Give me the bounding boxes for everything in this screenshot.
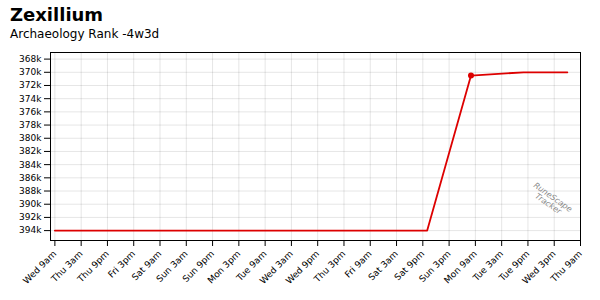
svg-text:Thu 3am: Thu 3am xyxy=(49,248,85,284)
svg-text:372k: 372k xyxy=(19,80,42,90)
svg-text:370k: 370k xyxy=(19,67,42,77)
html-text:Archaeology Rank -4w3d: Archaeology Rank -4w3d xyxy=(10,27,160,41)
svg-text:Sat 9pm: Sat 9pm xyxy=(392,248,427,283)
svg-text:Mon 3pm: Mon 3pm xyxy=(205,249,242,286)
svg-text:Tue 3am: Tue 3am xyxy=(471,248,506,283)
svg-text:394k: 394k xyxy=(19,225,42,235)
svg-text:382k: 382k xyxy=(19,146,42,156)
svg-text:374k: 374k xyxy=(19,94,42,104)
svg-text:Sat 9am: Sat 9am xyxy=(129,248,164,283)
svg-text:Thu 9am: Thu 9am xyxy=(548,249,584,285)
svg-text:Sun 3am: Sun 3am xyxy=(154,248,190,285)
svg-text:Sun 9pm: Sun 9pm xyxy=(180,248,216,285)
svg-text:Tue 9am: Tue 9am xyxy=(234,248,269,283)
svg-text:Fri 3pm: Fri 3pm xyxy=(106,248,138,280)
svg-text:Tue 9pm: Tue 9pm xyxy=(497,248,532,283)
svg-text:Thu 9pm: Thu 9pm xyxy=(75,249,111,285)
svg-text:390k: 390k xyxy=(19,199,42,209)
svg-text:368k: 368k xyxy=(19,54,42,64)
svg-text:380k: 380k xyxy=(19,133,42,143)
svg-text:Thu 3pm: Thu 3pm xyxy=(311,249,347,285)
svg-text:Wed 3pm: Wed 3pm xyxy=(520,248,558,286)
svg-text:Wed 3am: Wed 3am xyxy=(257,248,295,286)
svg-text:Wed 9pm: Wed 9pm xyxy=(283,248,322,286)
svg-text:388k: 388k xyxy=(19,186,42,196)
svg-text:Sun 3pm: Sun 3pm xyxy=(417,248,453,285)
svg-text:386k: 386k xyxy=(19,173,42,183)
svg-text:Fri 9am: Fri 9am xyxy=(342,248,374,280)
svg-text:RuneScapeTracker: RuneScapeTracker xyxy=(527,181,574,221)
svg-text:Wed 9am: Wed 9am xyxy=(21,248,59,286)
svg-text:392k: 392k xyxy=(19,212,42,222)
svg-text:384k: 384k xyxy=(19,160,42,170)
svg-text:376k: 376k xyxy=(19,107,42,117)
svg-text:Mon 9am: Mon 9am xyxy=(442,249,479,286)
svg-text:Sat 3am: Sat 3am xyxy=(366,248,400,283)
html-text:Zexillium: Zexillium xyxy=(10,4,104,25)
svg-text:378k: 378k xyxy=(19,120,42,130)
